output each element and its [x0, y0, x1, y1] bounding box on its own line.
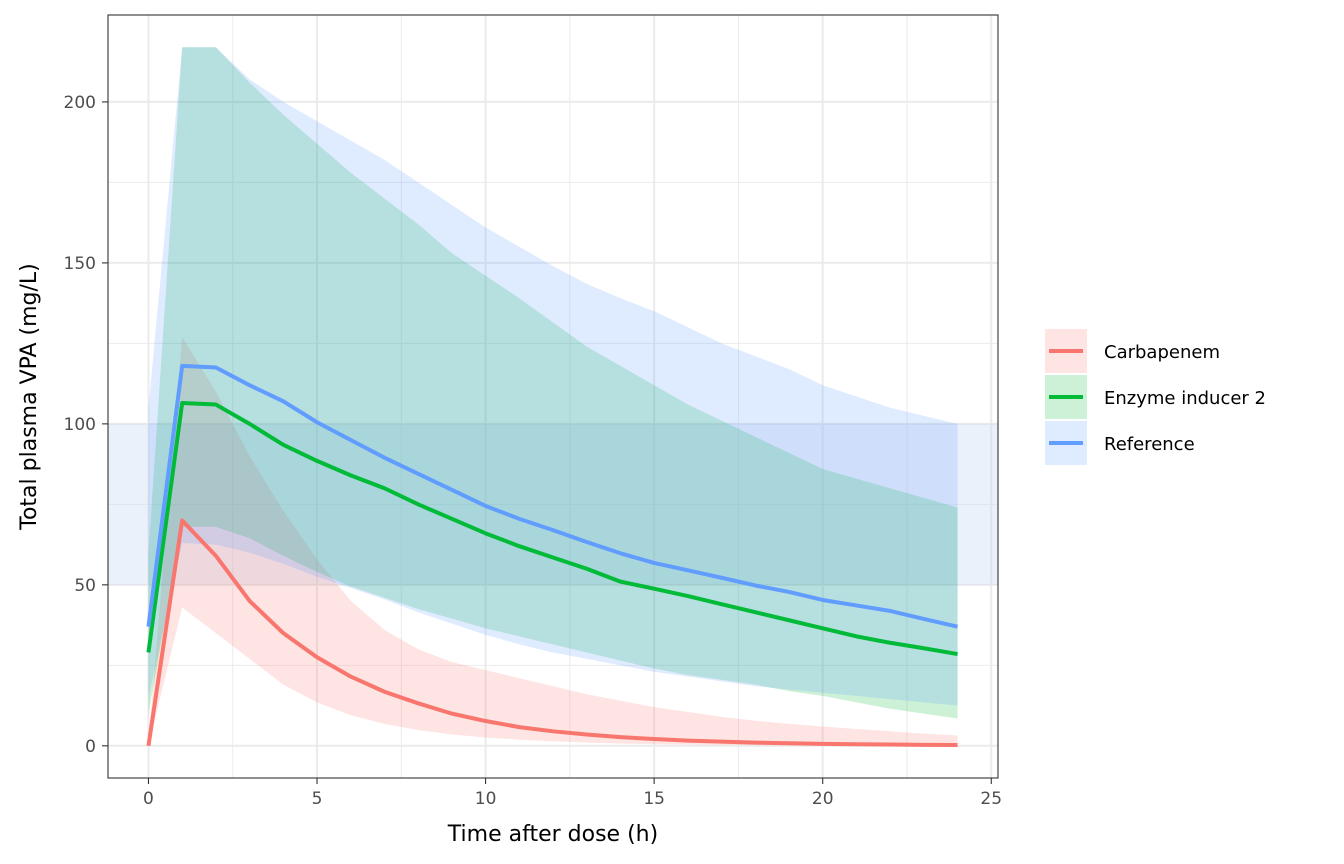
legend-label: Carbapenem: [1104, 342, 1220, 363]
legend-item-0: Carbapenem: [1045, 329, 1220, 373]
ribbon-series-2: [148, 47, 958, 706]
legend-item-2: Reference: [1045, 421, 1195, 465]
y-tick-label: 200: [64, 93, 96, 113]
legend-item-1: Enzyme inducer 2: [1045, 375, 1266, 419]
x-tick-label: 25: [980, 789, 1002, 809]
x-tick-label: 5: [312, 789, 323, 809]
series-line-layer: [146, 363, 958, 747]
x-tick-label: 10: [475, 789, 497, 809]
minor-gridlines: [108, 15, 998, 778]
x-tick-label: 0: [143, 789, 154, 809]
ribbon-layer: [148, 47, 958, 746]
x-axis: 0 5 10 15 20 25: [143, 778, 1002, 809]
x-axis-title: Time after dose (h): [447, 822, 658, 847]
legend: Carbapenem Enzyme inducer 2 Reference: [1045, 329, 1266, 465]
y-tick-label: 100: [64, 415, 96, 435]
legend-label: Enzyme inducer 2: [1104, 388, 1266, 409]
line-series-0: [146, 518, 958, 747]
line-series-2: [146, 363, 958, 629]
y-axis: 0 50 100 150 200: [64, 93, 108, 757]
y-tick-label: 0: [85, 737, 96, 757]
y-axis-title: Total plasma VPA (mg/L): [17, 263, 42, 530]
y-tick-label: 50: [74, 576, 96, 596]
panel-border: [107, 14, 999, 779]
legend-label: Reference: [1104, 434, 1195, 455]
ribbon-series-0: [148, 336, 958, 746]
line-series-1: [146, 400, 958, 657]
ribbon-series-1: [148, 47, 958, 719]
x-tick-label: 15: [643, 789, 665, 809]
x-tick-label: 20: [812, 789, 834, 809]
y-tick-label: 150: [64, 254, 96, 274]
